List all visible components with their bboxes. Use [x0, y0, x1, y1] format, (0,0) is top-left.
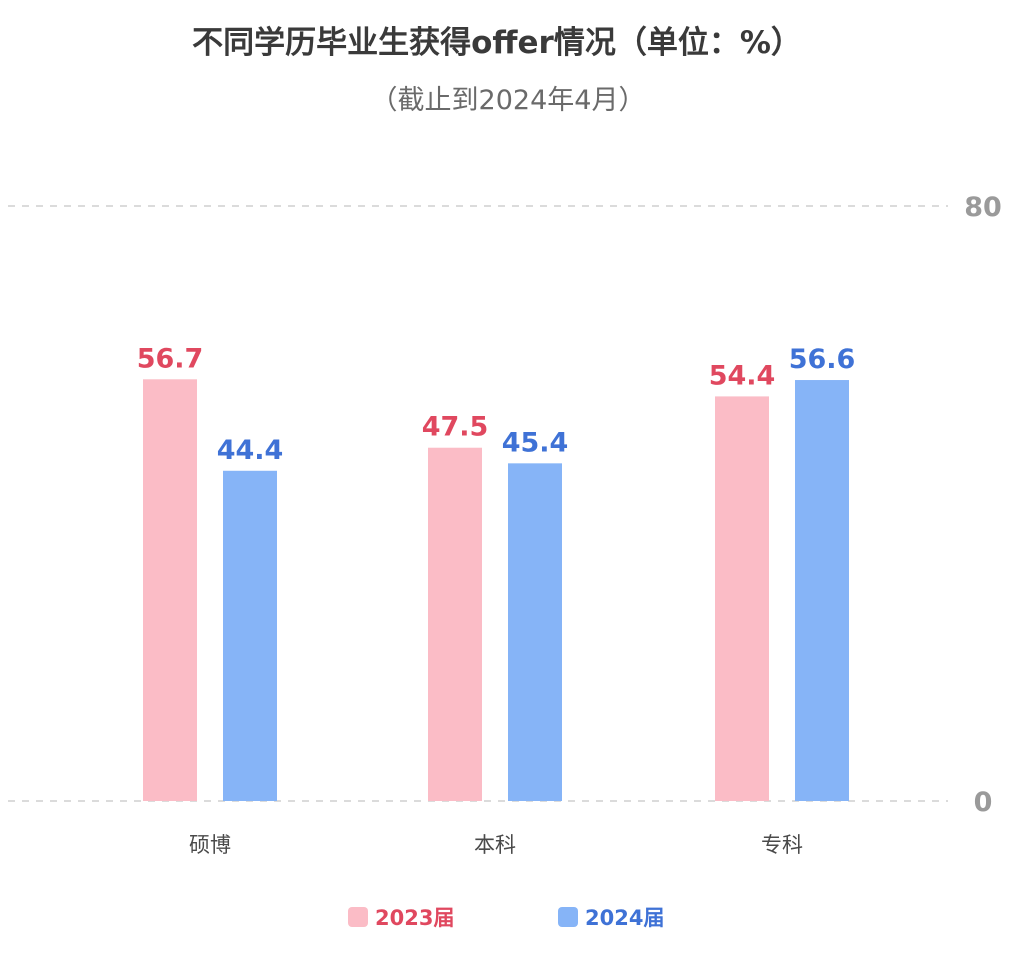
bar	[795, 380, 849, 801]
legend-label: 2024届	[585, 906, 664, 930]
x-tick-label: 本科	[474, 833, 516, 857]
chart-title: 不同学历毕业生获得offer情况（单位：%）	[192, 25, 802, 61]
data-label: 44.4	[217, 435, 284, 466]
x-axis-ticks: 硕博 本科 专科	[189, 833, 803, 857]
data-labels: 56.7 47.5 54.4 44.4 45.4 56.6	[137, 343, 856, 465]
bar	[223, 470, 277, 801]
bar	[715, 396, 769, 801]
legend-swatch	[348, 907, 368, 927]
data-label: 45.4	[502, 427, 569, 458]
legend-item: 2024届	[558, 906, 664, 930]
y-tick-label: 0	[974, 787, 993, 818]
y-tick-label: 80	[964, 192, 1002, 223]
legend: 2023届 2024届	[348, 906, 664, 930]
data-label: 47.5	[422, 412, 489, 443]
bars	[143, 379, 849, 801]
data-label: 56.7	[137, 343, 204, 374]
bar	[428, 447, 482, 801]
chart-subtitle: （截止到2024年4月）	[371, 85, 646, 116]
x-tick-label: 专科	[761, 833, 803, 857]
legend-item: 2023届	[348, 906, 454, 930]
y-axis-ticks: 0 80	[964, 192, 1002, 818]
bar	[143, 379, 197, 801]
data-label: 54.4	[709, 360, 776, 391]
bar	[508, 463, 562, 801]
data-label: 56.6	[789, 344, 856, 375]
legend-swatch	[558, 907, 578, 927]
x-tick-label: 硕博	[189, 833, 231, 857]
legend-label: 2023届	[375, 906, 454, 930]
